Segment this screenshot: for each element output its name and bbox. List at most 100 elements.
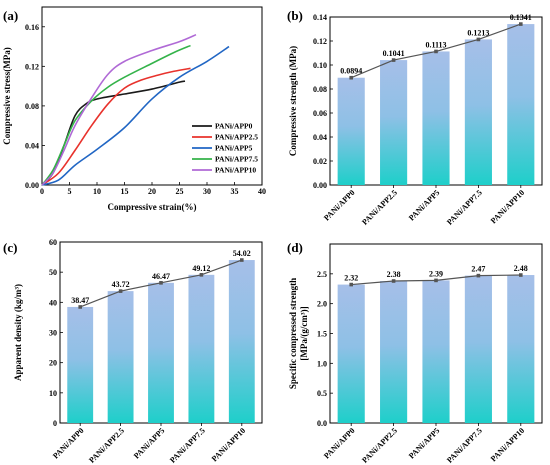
x-tick-label: PANi/APP7.5	[445, 188, 484, 227]
y-axis-label: Compressive stress(MPa)	[2, 47, 12, 144]
bar	[380, 280, 408, 423]
y-tick-label: 0.08	[313, 85, 327, 94]
x-tick-label: PANi/APP2.5	[87, 426, 126, 465]
y-tick-label: 0	[53, 419, 57, 428]
bar	[337, 284, 365, 423]
y-tick-label: 0.16	[25, 23, 39, 32]
legend-entry: PANi/APP0	[215, 122, 253, 131]
x-tick-label: PANi/APP5	[407, 188, 442, 223]
x-tick-label: 20	[148, 187, 156, 196]
y-tick-label: 0.12	[25, 62, 39, 71]
bar	[67, 306, 94, 423]
x-tick-label: PANi/APP0	[322, 426, 357, 461]
x-tick-label: 5	[68, 187, 72, 196]
panel-label: (c)	[3, 240, 17, 255]
y-tick-label: 30	[49, 329, 57, 338]
y-tick-label: 0.06	[313, 109, 327, 118]
y-tick-label: 0.10	[313, 61, 327, 70]
data-label: 49.12	[192, 264, 210, 273]
data-label: 54.02	[233, 249, 251, 258]
panel-label: (d)	[287, 240, 303, 255]
trend-marker	[199, 273, 204, 277]
data-label: 0.1341	[510, 13, 532, 22]
data-label: 0.1113	[425, 40, 446, 49]
x-tick-label: PANi/APP7.5	[168, 426, 207, 465]
y-tick-label: 20	[49, 359, 57, 368]
x-tick-label: PANi/APP2.5	[360, 188, 399, 227]
panel-label: (b)	[287, 8, 303, 23]
y-axis-label-2: [MPa/(g/cm³)]	[299, 306, 309, 360]
trend-marker	[118, 289, 123, 293]
data-label: 2.47	[471, 265, 485, 274]
y-tick-label: 0.12	[313, 37, 327, 46]
x-tick-label: PANi/APP0	[322, 188, 357, 223]
trend-marker	[78, 305, 82, 309]
y-axis-label: Compressive strength (MPa)	[288, 46, 298, 156]
x-tick-label: PANi/APP10	[210, 426, 247, 463]
y-tick-label: 10	[49, 389, 57, 398]
bar	[188, 274, 215, 423]
x-tick-label: 35	[231, 187, 239, 196]
x-tick-label: PANi/APP5	[407, 426, 442, 461]
legend-entry: PANi/APP2.5	[215, 133, 258, 142]
bar	[422, 51, 450, 185]
trend-marker	[476, 273, 481, 278]
trend-marker	[240, 258, 244, 262]
trend-marker	[349, 75, 353, 80]
y-tick-label: 0.0	[317, 419, 327, 428]
series-line-1	[41, 67, 191, 186]
trend-marker	[349, 282, 353, 287]
data-label: 0.1213	[467, 28, 489, 37]
x-tick-label: 40	[258, 187, 266, 196]
trend-marker	[434, 278, 438, 283]
bar	[148, 282, 174, 423]
y-axis-label: Apparent density (kg/m³)	[13, 284, 23, 381]
trend-marker	[519, 273, 523, 277]
data-label: 0.1041	[383, 49, 405, 58]
data-label: 38.47	[71, 296, 89, 305]
data-label: 43.72	[112, 280, 130, 289]
y-tick-label: 40	[49, 298, 57, 307]
y-tick-label: 0.04	[313, 133, 327, 142]
x-tick-label: PANi/APP2.5	[360, 426, 399, 465]
y-tick-label: 0.00	[313, 181, 327, 190]
y-tick-label: 0.5	[317, 389, 327, 398]
trend-marker	[159, 281, 163, 285]
panel-label-a: (a)	[3, 8, 18, 23]
x-tick-label: PANi/APP10	[489, 426, 526, 463]
bar	[507, 24, 535, 185]
x-tick-label: PANi/APP7.5	[445, 426, 484, 465]
trend-marker	[519, 22, 523, 26]
data-label: 0.0894	[340, 67, 362, 76]
y-axis-label: Specific compressed strength	[288, 278, 298, 389]
x-axis-label: Compressive strain(%)	[107, 202, 196, 212]
legend-entry: PANi/APP7.5	[215, 155, 258, 164]
bar	[337, 77, 365, 185]
y-tick-label: 50	[49, 268, 57, 277]
bar	[507, 275, 535, 423]
x-tick-label: 10	[93, 187, 101, 196]
bar	[107, 291, 134, 423]
trend-marker	[476, 37, 481, 42]
y-tick-label: 0.14	[313, 13, 327, 22]
y-tick-label: 2.5	[317, 270, 327, 279]
data-label: 2.39	[429, 269, 443, 278]
y-tick-label: 1.0	[317, 359, 327, 368]
x-tick-label: PANi/APP0	[51, 426, 86, 461]
x-tick-label: PANi/APP10	[489, 188, 526, 225]
x-tick-label: 15	[121, 187, 129, 196]
legend-entry: PANi/APP5	[215, 144, 253, 153]
bar	[464, 275, 492, 423]
bar	[422, 280, 450, 423]
data-label: 2.38	[387, 270, 401, 279]
series-line-3	[41, 44, 191, 186]
data-label: 46.47	[152, 272, 170, 281]
trend-marker	[391, 58, 396, 62]
trend-marker	[391, 279, 396, 283]
y-tick-label: 0.00	[25, 181, 39, 190]
series-line-0	[41, 80, 186, 186]
bar	[464, 39, 492, 185]
y-tick-label: 1.5	[317, 330, 327, 339]
x-tick-label: PANi/APP5	[132, 426, 167, 461]
